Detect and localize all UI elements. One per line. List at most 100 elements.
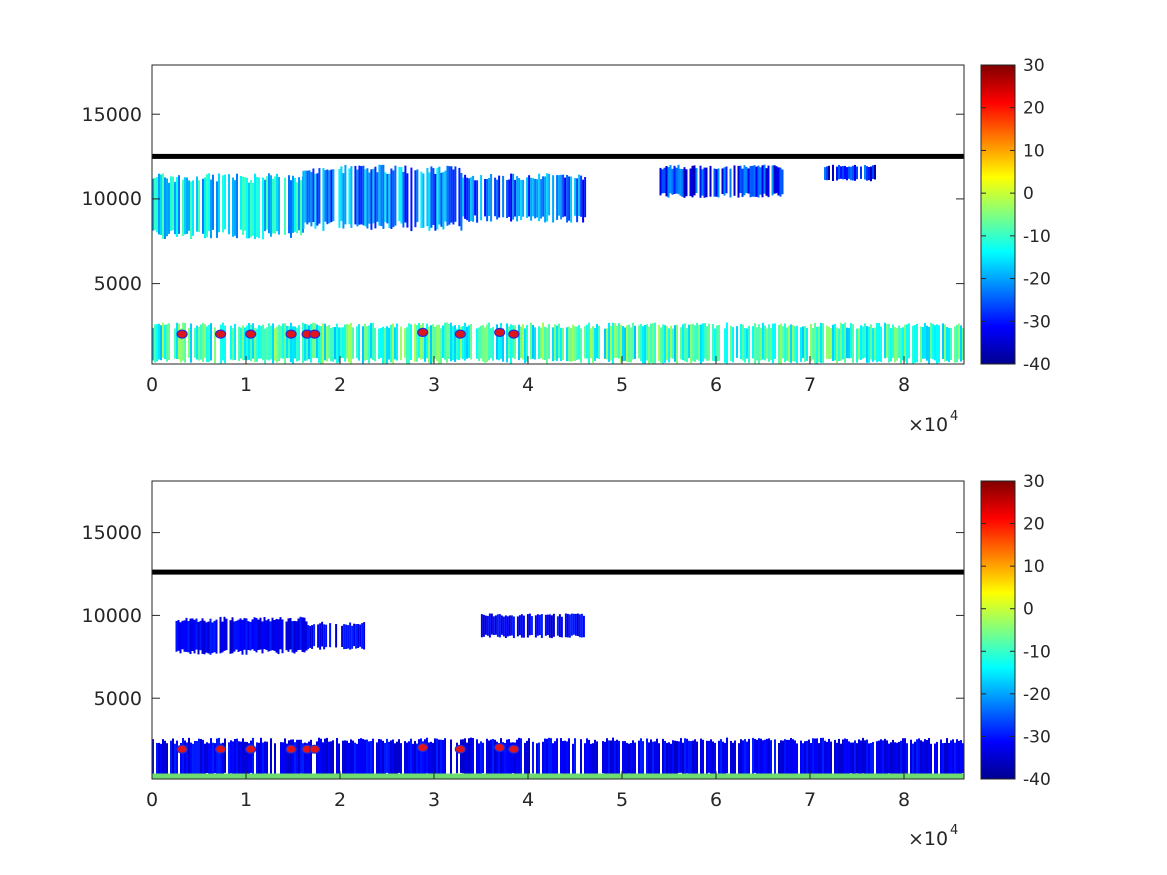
data-cell (430, 741, 432, 777)
data-cell (188, 737, 190, 778)
data-cell (176, 740, 178, 779)
data-cell (752, 326, 754, 359)
data-cell (496, 614, 499, 637)
data-cell (338, 743, 340, 777)
data-cell (319, 623, 322, 650)
data-cell (372, 738, 374, 779)
data-cell (350, 739, 352, 776)
data-cell (234, 180, 236, 236)
data-cell (488, 178, 491, 216)
bottom-data-layer (152, 569, 964, 779)
data-cell (456, 742, 458, 774)
data-cell (510, 615, 513, 636)
data-cell (739, 165, 742, 193)
data-cell (560, 327, 562, 361)
data-cell (962, 328, 964, 360)
data-cell (216, 738, 218, 778)
data-cell (566, 741, 568, 778)
data-cell (206, 174, 208, 238)
data-cell (208, 743, 210, 776)
data-cell (932, 323, 934, 360)
data-cell (318, 737, 320, 775)
data-cell (335, 624, 338, 648)
data-cell (596, 324, 598, 359)
data-cell (936, 324, 938, 364)
data-cell (486, 324, 488, 363)
data-cell (291, 621, 294, 653)
data-cell (910, 739, 912, 779)
data-cell (212, 742, 214, 776)
colorbar-tick-label: 30 (1023, 56, 1045, 76)
data-cell (193, 619, 196, 654)
data-cell (900, 740, 902, 779)
data-cell (486, 179, 489, 222)
data-cell (556, 616, 559, 636)
data-cell (560, 616, 563, 638)
data-cell (286, 743, 288, 774)
data-cell (942, 323, 944, 359)
data-cell (662, 738, 664, 776)
data-cell (264, 328, 266, 364)
data-cell (747, 168, 750, 194)
data-cell (753, 165, 756, 197)
data-cell (162, 322, 164, 358)
data-cell (466, 742, 468, 777)
data-cell (275, 618, 278, 653)
data-cell (658, 324, 660, 361)
data-cell (506, 323, 508, 363)
data-cell (671, 168, 674, 195)
data-cell (232, 177, 234, 237)
data-cell (826, 325, 828, 359)
data-cell (300, 739, 302, 774)
colorbar-tick-label: -40 (1023, 355, 1051, 375)
data-cell (806, 740, 808, 775)
data-cell (160, 325, 162, 361)
data-cell (864, 323, 866, 358)
data-cell (426, 167, 429, 227)
data-cell (578, 614, 581, 638)
data-cell (221, 621, 224, 653)
data-cell (724, 328, 726, 363)
reference-line (152, 569, 964, 575)
data-cell (438, 324, 440, 364)
data-cell (394, 165, 397, 226)
data-cell (682, 742, 684, 779)
marker-point (215, 744, 227, 754)
data-cell (280, 742, 282, 779)
data-cell (510, 173, 513, 222)
data-cell (922, 741, 924, 779)
data-cell (712, 323, 714, 361)
data-cell (298, 177, 300, 231)
data-cell (650, 323, 652, 363)
data-cell (480, 175, 483, 221)
data-cell (902, 738, 904, 774)
data-cell (197, 621, 200, 655)
data-cell (382, 740, 384, 778)
data-cell (248, 323, 250, 360)
data-cell (256, 742, 258, 777)
data-cell (838, 165, 840, 180)
data-cell (566, 327, 568, 362)
data-cell (536, 179, 539, 218)
colorbar-gradient (980, 480, 1016, 780)
data-cell (586, 738, 588, 777)
data-cell (582, 615, 585, 638)
bottom-x-exponent: ×10 4 (908, 823, 958, 850)
data-cell (276, 173, 278, 232)
data-cell (168, 182, 170, 234)
data-cell (654, 322, 656, 364)
data-cell (740, 324, 742, 360)
data-cell (679, 168, 682, 196)
data-cell (329, 623, 332, 648)
data-cell (228, 174, 230, 235)
x-tick-label: 2 (334, 789, 346, 811)
data-cell (914, 325, 916, 363)
data-cell (400, 167, 403, 224)
data-cell (321, 621, 324, 647)
data-cell (556, 738, 558, 778)
data-cell (610, 740, 612, 774)
x-tick-label: 6 (710, 789, 722, 811)
data-cell (326, 737, 328, 779)
data-cell (860, 740, 862, 776)
data-cell (556, 325, 558, 361)
